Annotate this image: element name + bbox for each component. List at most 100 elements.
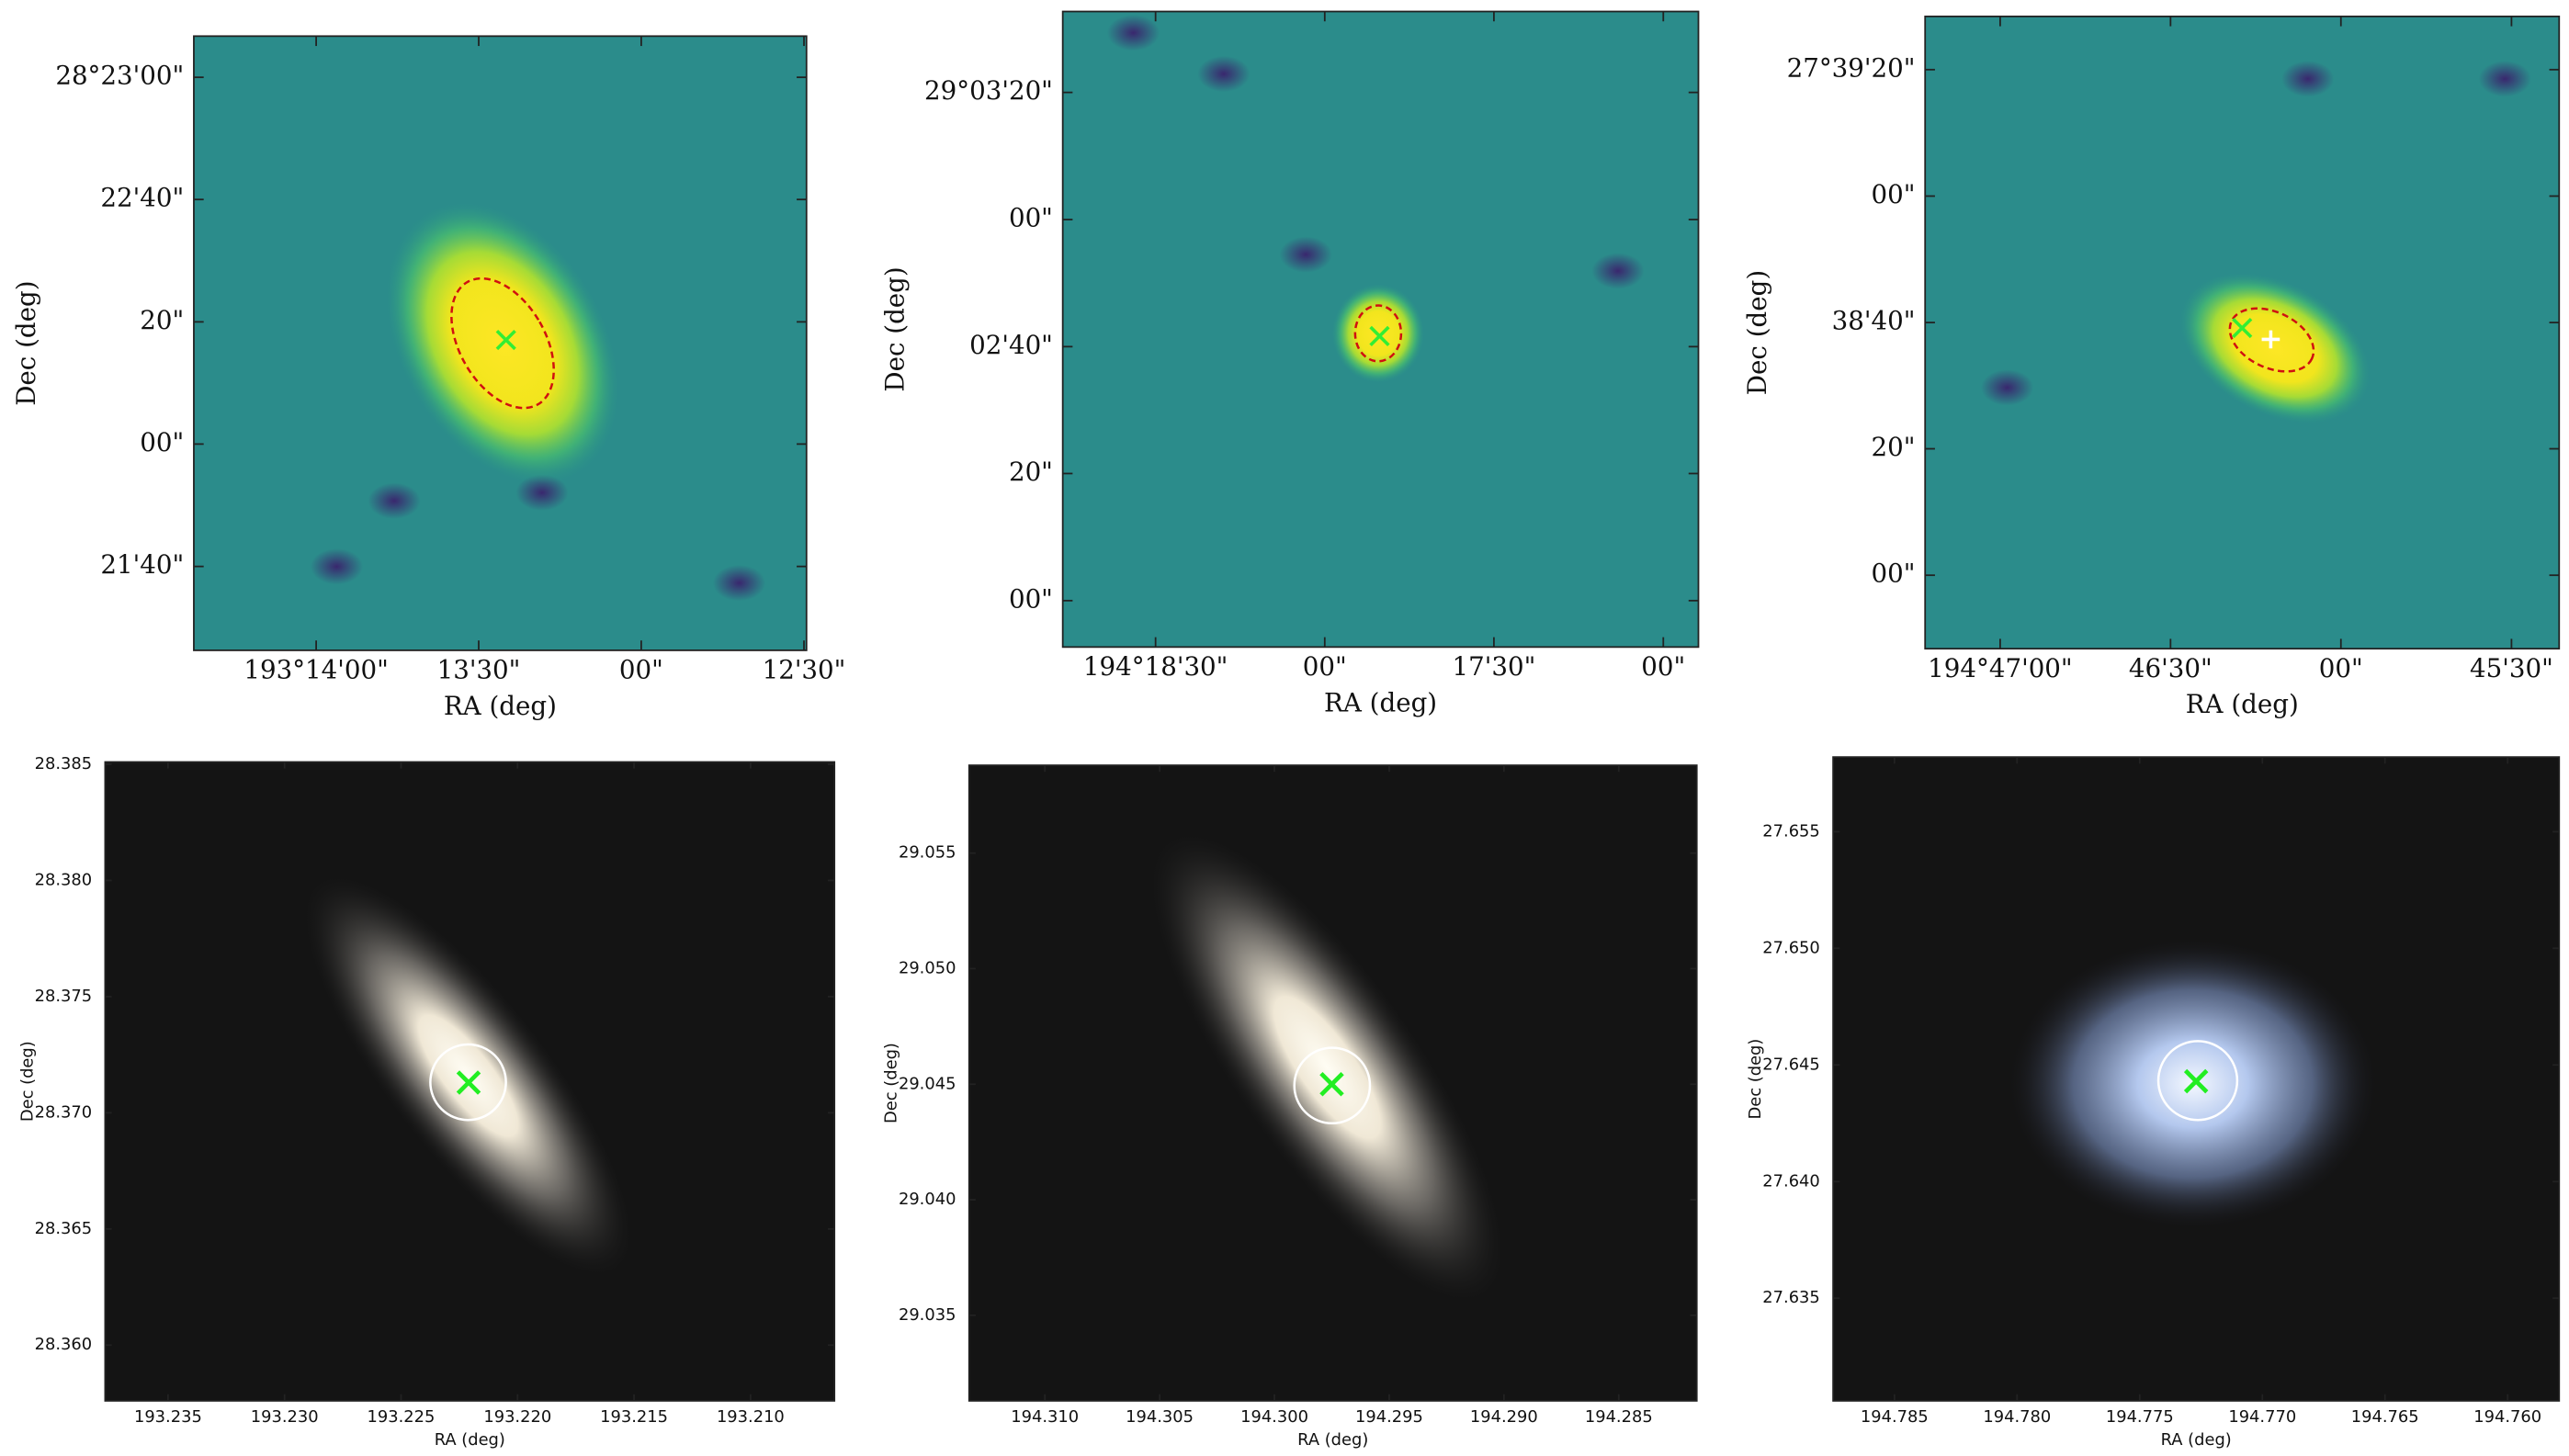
- x-tick-label: 194.780: [1983, 1407, 2051, 1427]
- dark-blob: [1106, 15, 1160, 51]
- aperture: [450, 277, 555, 410]
- y-tick-label: 22'40": [100, 183, 184, 213]
- y-tick-label: 20": [1872, 432, 1916, 462]
- y-tick-label: 00": [1009, 202, 1053, 232]
- y-tick-label: 27.650: [1762, 938, 1820, 957]
- x-tick-label: 194.785: [1861, 1407, 1929, 1427]
- axes-frame: [1832, 756, 2561, 1402]
- x-tick-label: 194.760: [2473, 1407, 2541, 1427]
- panel-image: [193, 36, 807, 650]
- y-tick-label: 38'40": [1832, 306, 1916, 336]
- x-tick-label: 193.210: [717, 1407, 785, 1427]
- x-tick-label: 194.285: [1585, 1407, 1653, 1427]
- axes-frame: [193, 35, 808, 651]
- marker: [1319, 1072, 1344, 1097]
- x-tick-label: 00": [619, 655, 663, 685]
- marker: [456, 1070, 481, 1095]
- x-tick-label: 193.215: [600, 1407, 668, 1427]
- x-tick-label: 12'30": [763, 655, 846, 685]
- y-tick-label: 29.040: [899, 1190, 956, 1209]
- y-tick-label: 28.385: [35, 754, 93, 773]
- x-tick-label: 194°47'00": [1928, 653, 2072, 683]
- dark-blob: [515, 474, 569, 511]
- aperture: [2156, 1040, 2239, 1122]
- x-tick-label: 193.230: [251, 1407, 319, 1427]
- y-tick-label: 29°03'20": [924, 75, 1053, 106]
- dark-blob: [1279, 236, 1332, 273]
- dark-blob: [1591, 253, 1645, 289]
- panel: 194°18'30" 00" 17'30" 00" 29°03'20" 00" 02'40"…: [880, 10, 1700, 717]
- y-tick-label: 02'40": [969, 330, 1053, 360]
- y-tick-label: 28.375: [35, 987, 93, 1006]
- axes-frame: [1924, 15, 2561, 650]
- marker: [2261, 330, 2280, 349]
- dark-blob: [1980, 369, 2034, 406]
- x-tick-label: 193.220: [483, 1407, 551, 1427]
- y-tick-label: 20": [1009, 457, 1053, 487]
- x-tick-label: 00": [1641, 651, 1685, 682]
- y-tick-label: 21'40": [100, 549, 184, 580]
- x-axis-label: RA (deg): [2186, 689, 2299, 719]
- panel-image: [968, 765, 1697, 1401]
- x-axis-label: RA (deg): [1297, 1430, 1368, 1450]
- x-tick-label: 194.775: [2106, 1407, 2174, 1427]
- x-tick-label: 194.310: [1011, 1407, 1079, 1427]
- y-axis-label: Dec (deg): [882, 1043, 901, 1123]
- marker: [1369, 325, 1390, 347]
- marker: [2232, 317, 2253, 339]
- source-glow: [1150, 832, 1504, 1303]
- aperture: [1353, 304, 1403, 363]
- y-tick-label: 00": [1872, 179, 1916, 209]
- y-tick-label: 27.655: [1762, 821, 1820, 841]
- x-axis-label: RA (deg): [2161, 1430, 2232, 1450]
- aperture: [2228, 307, 2315, 373]
- marker: [2183, 1068, 2209, 1094]
- panel-image: [1833, 757, 2560, 1401]
- y-tick-label: 00": [140, 427, 184, 457]
- x-axis-label: RA (deg): [1324, 687, 1437, 717]
- x-tick-label: 194.770: [2228, 1407, 2296, 1427]
- x-tick-label: 193.225: [368, 1407, 436, 1427]
- aperture: [429, 1043, 507, 1122]
- y-tick-label: 28.360: [35, 1335, 93, 1354]
- x-tick-label: 194.290: [1470, 1407, 1538, 1427]
- y-tick-label: 20": [140, 305, 184, 335]
- y-axis-label: Dec (deg): [17, 1041, 37, 1122]
- x-tick-label: 00": [1303, 651, 1347, 682]
- y-axis-label: Dec (deg): [880, 266, 911, 391]
- panel-image: [1062, 11, 1699, 648]
- y-tick-label: 27°39'20": [1787, 52, 1916, 83]
- source-glow: [304, 875, 632, 1276]
- dark-blob: [712, 564, 766, 602]
- panel: 193°14'00" 13'30" 00" 12'30" 28°23'00" 22'40"…: [11, 35, 846, 721]
- marker: [495, 329, 516, 351]
- x-tick-label: 46'30": [2129, 653, 2213, 683]
- axes-frame: [968, 764, 1698, 1402]
- panel: 193.235 193.230 193.225 193.220 193.215 193.2…: [17, 754, 836, 1450]
- y-tick-label: 27.640: [1762, 1171, 1820, 1191]
- panel-image: [105, 762, 835, 1401]
- aperture: [1293, 1046, 1372, 1125]
- axes-frame: [1061, 10, 1700, 649]
- dark-blob: [310, 548, 364, 585]
- x-tick-label: 194.300: [1240, 1407, 1308, 1427]
- y-tick-label: 28.365: [35, 1219, 93, 1238]
- y-tick-label: 00": [1009, 583, 1053, 614]
- panel: 194.785 194.780 194.775 194.770 194.765 194.7…: [1746, 756, 2561, 1450]
- x-tick-label: 00": [2319, 653, 2363, 683]
- y-tick-label: 29.050: [899, 958, 956, 977]
- x-tick-label: 13'30": [437, 655, 521, 685]
- y-tick-label: 29.035: [899, 1305, 956, 1325]
- dark-blob: [2478, 61, 2531, 97]
- axes-frame: [104, 761, 836, 1402]
- y-tick-label: 27.645: [1762, 1055, 1820, 1074]
- y-tick-label: 29.045: [899, 1074, 956, 1093]
- x-tick-label: 194°18'30": [1083, 651, 1228, 682]
- x-tick-label: 45'30": [2470, 653, 2553, 683]
- y-axis-label: Dec (deg): [1742, 270, 1772, 395]
- y-tick-label: 28.380: [35, 870, 93, 889]
- y-tick-label: 27.635: [1762, 1288, 1820, 1307]
- panel: 194°47'00" 46'30" 00" 45'30" 27°39'20" 00" 38'…: [1742, 15, 2561, 719]
- y-tick-label: 28.370: [35, 1102, 93, 1122]
